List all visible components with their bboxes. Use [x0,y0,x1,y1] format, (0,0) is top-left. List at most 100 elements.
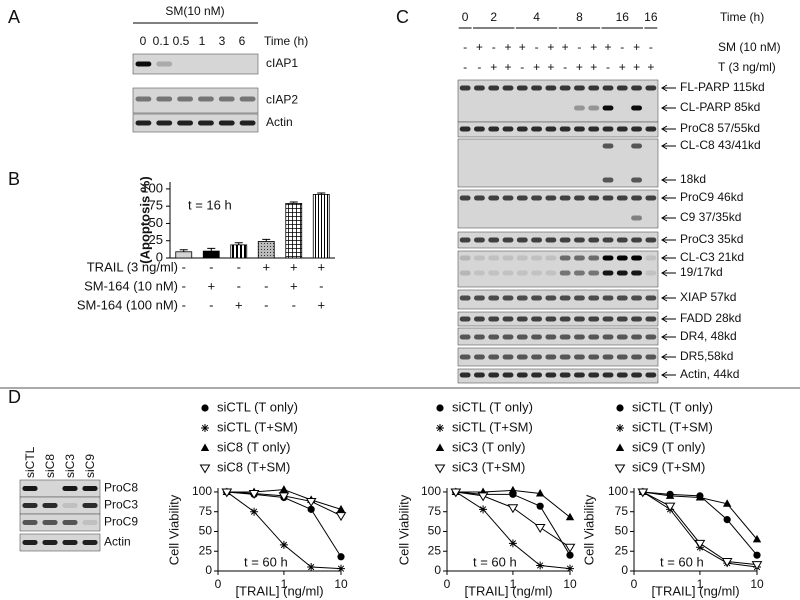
band [645,255,657,261]
y-tick-label: 0 [621,563,628,577]
panel-label: D [8,387,21,407]
band [588,237,600,243]
row-label: Actin [104,535,131,549]
band [22,520,38,525]
band [574,372,585,378]
sign: + [519,40,526,54]
sign: - [535,40,539,54]
annotation: t = 60 h [244,554,288,569]
pointer-arrow [661,84,676,92]
band [602,85,614,91]
sign: + [633,60,640,74]
band [616,295,628,301]
band-label: DR4, 48kd [680,329,737,343]
pointer-arrow [661,254,676,262]
band [545,316,557,322]
y-tick-label: 75 [428,504,442,518]
lane-label: 6 [239,34,246,48]
blot [457,121,659,138]
row-label: Actin [266,115,293,129]
band [488,316,500,322]
band-label: 18kd [680,172,706,186]
sign: - [577,40,581,54]
sign: + [533,60,540,74]
blot [457,250,659,288]
x-tick-label: 10 [334,577,348,591]
data-point [279,485,289,493]
sign: + [476,40,483,54]
band [459,237,471,243]
band [516,237,528,243]
data-point [477,492,489,502]
data-point [450,488,462,498]
lane-label: siC3 [63,454,77,478]
band-label: CL-PARP 85kd [680,100,760,114]
band [502,255,514,261]
sign: - [563,60,567,74]
band [645,85,657,91]
data-point [337,553,345,561]
band [616,255,628,261]
data-point [307,505,315,513]
band [602,334,614,340]
band [559,195,571,201]
band [474,85,485,91]
data-point [337,564,345,573]
band [488,372,500,378]
panel-label: A [8,7,20,27]
data-point [721,558,733,567]
sign: - [463,60,467,74]
band [156,120,173,126]
band [488,85,500,91]
band [42,503,58,508]
pointer-arrow [661,315,676,323]
band [177,120,193,126]
band [602,255,614,261]
band [574,255,585,261]
sign: + [207,278,215,293]
data-point [307,563,316,572]
band [531,334,542,340]
bar [175,251,193,259]
annotation: t = 16 h [188,197,232,212]
bar [230,244,248,259]
legend-label: siCTL (T only) [452,399,533,414]
y-tick-label: 25 [149,232,163,247]
condition-label: SM-164 (10 nM) [84,278,178,293]
band [616,126,628,132]
band [574,126,585,132]
band [631,270,642,276]
band [22,486,38,491]
band [156,96,173,102]
band [616,237,628,243]
band [474,255,485,261]
band-label: ProC8 57/55kd [680,121,760,135]
lane-label: 0.1 [153,34,170,48]
band [488,354,500,360]
band [588,255,600,261]
legend-label: siC3 (T only) [452,439,525,454]
y-tick-label: 0 [205,563,212,577]
band [474,237,485,243]
bar [257,241,275,259]
band [218,96,235,102]
band [559,334,571,340]
band [645,295,657,301]
band-label: FADD 28kd [680,311,741,325]
sign: + [633,40,640,54]
annotation: t = 60 h [473,554,517,569]
band-label: ProC3 35kd [680,232,743,246]
data-point [479,505,488,514]
band [559,126,571,132]
y-tick-label: 0 [434,563,441,577]
band [574,270,585,276]
condition-label: SM-164 (100 nM) [77,297,178,312]
band [474,334,485,340]
band [488,270,500,276]
lane-label: 0.5 [173,34,190,48]
blot [132,87,259,114]
pointer-arrow [661,142,676,150]
band [502,126,514,132]
band-label: DR5,58kd [680,349,733,363]
legend-label: siC3 (T+SM) [452,459,525,474]
